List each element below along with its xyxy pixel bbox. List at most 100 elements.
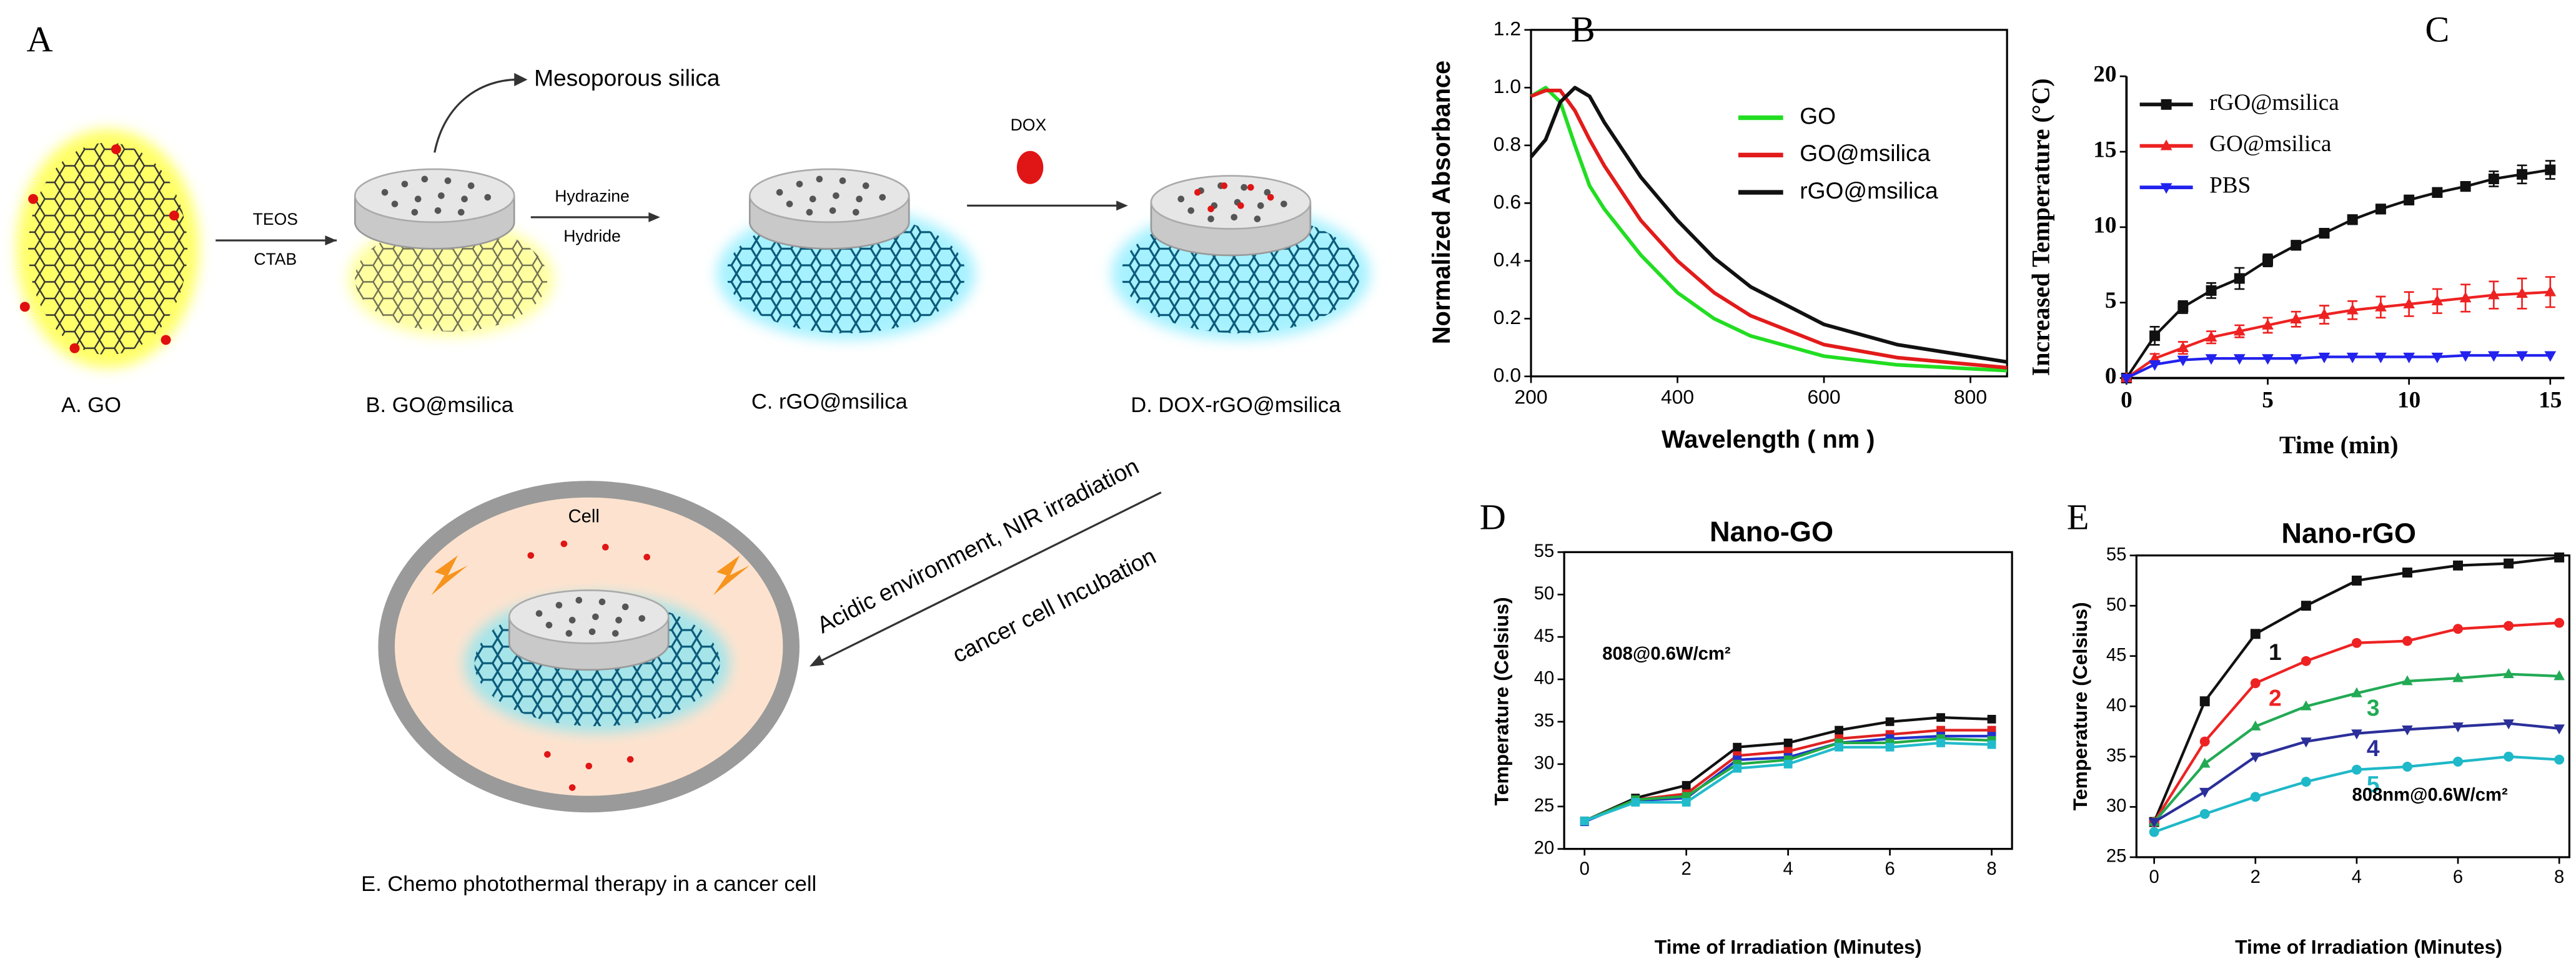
marker [2402, 761, 2412, 772]
marker [2554, 724, 2565, 735]
series-line [2126, 290, 2550, 380]
x-axis-label: Time (min) [2279, 431, 2399, 459]
marker [2503, 719, 2514, 730]
y-tick-label: 45 [2106, 645, 2126, 665]
marker [2301, 737, 2312, 748]
marker [2149, 330, 2161, 342]
x-tick-label: 2 [2251, 867, 2261, 887]
x-tick-label: 15 [2539, 387, 2562, 413]
x-axis-label: Time of Irradiation (Minutes) [1655, 935, 1922, 958]
marker [2432, 187, 2443, 198]
legend-label: GO@msilica [1800, 140, 1930, 166]
dox-drop [1016, 150, 1044, 184]
marker [2504, 751, 2514, 762]
marker [2554, 617, 2565, 628]
marker [2402, 725, 2413, 735]
x-tick-label: 8 [1986, 859, 1996, 879]
marker [2318, 308, 2331, 319]
marker [1885, 717, 1895, 726]
cell-label: Cell [568, 506, 600, 526]
silica-disk [508, 589, 670, 671]
y-tick-label: 55 [1534, 541, 1554, 561]
marker [1936, 738, 1945, 747]
x-tick-label: 4 [2352, 867, 2362, 887]
marker [2453, 756, 2464, 767]
y-tick-label: 30 [2106, 796, 2126, 816]
marker [2149, 360, 2161, 371]
y-tick-label: 25 [2106, 847, 2126, 867]
y-tick-label: 20 [2093, 62, 2116, 87]
marker [2205, 354, 2217, 365]
marker [2161, 99, 2172, 110]
marker [2290, 313, 2302, 324]
marker [1682, 798, 1691, 807]
marker [2375, 300, 2387, 312]
y-tick-label: 0.6 [1494, 190, 1521, 213]
chart-title: Nano-GO [1710, 516, 1833, 548]
marker [2346, 303, 2359, 315]
x-axis-label: Wavelength ( nm ) [1662, 426, 1875, 453]
stage-label: B. GO@msilica [366, 393, 514, 417]
series-label: 3 [2367, 695, 2380, 721]
series-label: 1 [2269, 639, 2282, 665]
marker [2148, 818, 2160, 829]
x-tick-label: 400 [1661, 385, 1694, 408]
marker [2503, 668, 2514, 679]
marker [2250, 752, 2261, 763]
marker [1783, 738, 1793, 747]
stage-label: C. rGO@msilica [751, 390, 908, 413]
y-tick-label: 55 [2106, 544, 2126, 564]
chart: 0 5 10 15 0 5 10 15 20 rGO@msilica GO@msilica PBS C T… [2028, 9, 2565, 459]
go-sheet [28, 142, 188, 355]
reagent: CTAB [254, 250, 297, 268]
y-axis-label: Normalized Absorbance [1428, 61, 1455, 344]
marker [1733, 764, 1742, 773]
y-tick-label: 30 [1534, 754, 1554, 774]
marker [2199, 736, 2210, 747]
marker [2516, 351, 2528, 362]
x-tick-label: 200 [1514, 385, 1547, 408]
series-line [1529, 86, 2008, 364]
marker [2487, 288, 2500, 300]
marker [2319, 228, 2330, 239]
marker [2544, 285, 2557, 297]
silica-disk [748, 168, 910, 250]
stage-label: A. GO [61, 393, 121, 417]
y-tick-label: 35 [2106, 746, 2126, 766]
marker [2290, 354, 2302, 365]
marker [2459, 351, 2472, 362]
marker [2516, 287, 2528, 298]
marker [2403, 352, 2415, 363]
marker [2403, 297, 2415, 308]
x-tick-label: 6 [2453, 867, 2463, 887]
y-tick-label: 15 [2093, 137, 2116, 163]
arrowhead [1116, 200, 1128, 211]
x-tick-label: 5 [2262, 387, 2274, 413]
marker [2431, 295, 2444, 306]
legend-label: rGO@msilica [2209, 90, 2339, 116]
chart-title: Nano-rGO [2281, 518, 2416, 549]
marker [2199, 696, 2210, 707]
series-label: 2 [2269, 685, 2282, 711]
x-tick-label: 0 [1580, 859, 1590, 879]
panel-label: E [2067, 496, 2089, 537]
y-tick-label: 1.0 [1494, 75, 1521, 97]
marker [2404, 194, 2415, 205]
y-axis-label: Increased Temperature (°C) [2028, 78, 2055, 376]
marker [2160, 139, 2172, 150]
marker [2452, 672, 2464, 682]
panel-a: A TEOS CTAB Mesoporous silica Hydrazine … [16, 19, 1370, 896]
marker [2301, 700, 2312, 711]
y-tick-label: 35 [1534, 711, 1554, 731]
chart: 200 400 600 800 0.0 0.2 0.4 0.6 0.8 1.0 1.2 GO GO@ms… [1428, 9, 2008, 453]
x-tick-label: 0 [2149, 867, 2159, 887]
marker [2544, 351, 2557, 362]
marker [2351, 764, 2362, 775]
marker [1936, 713, 1945, 722]
condition: Acidic environment, NIR irradiation [813, 453, 1143, 638]
marker [1631, 798, 1640, 807]
x-tick-label: 4 [1783, 859, 1793, 879]
y-tick-label: 0.0 [1494, 363, 1521, 386]
